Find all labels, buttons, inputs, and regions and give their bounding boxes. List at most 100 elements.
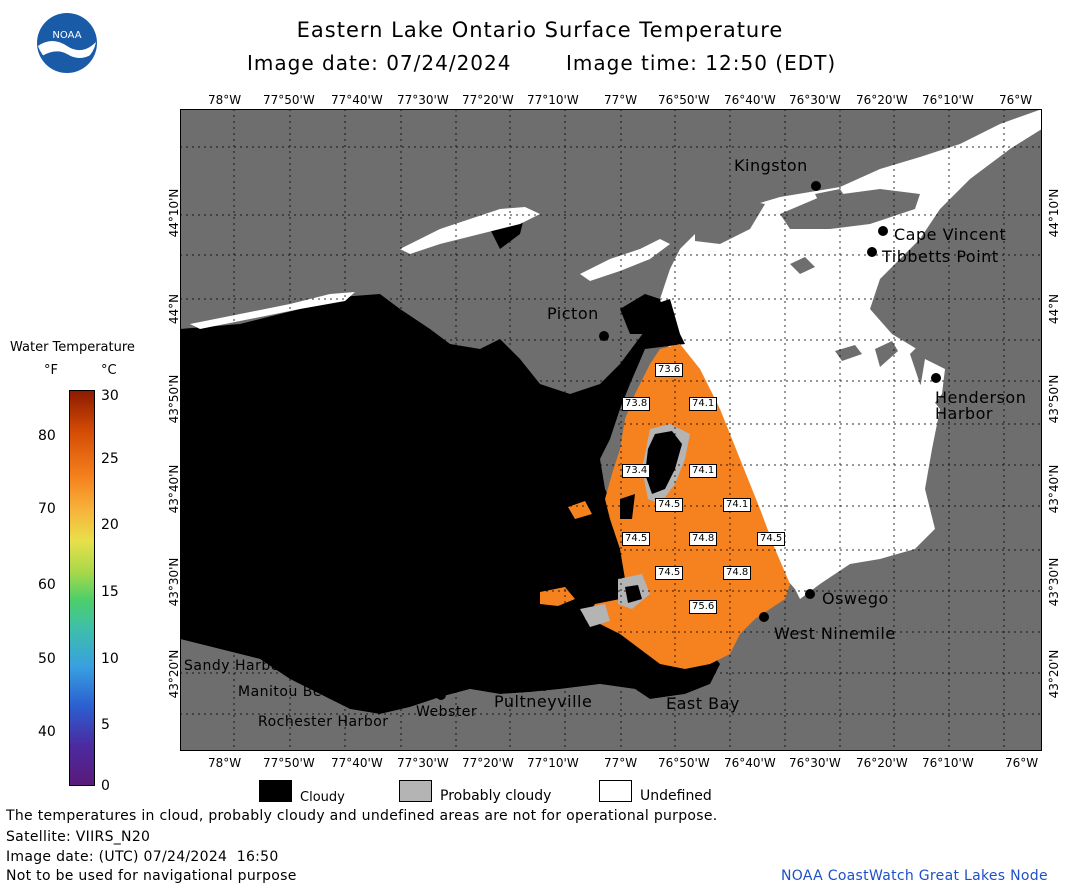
legend-cloudy-swatch	[259, 780, 292, 802]
webster-marker	[436, 690, 446, 700]
island-small-2	[815, 189, 850, 214]
lon-top-label: 77°W	[604, 93, 638, 107]
c-tick: 0	[101, 778, 110, 794]
pultneyville-marker	[539, 681, 549, 691]
lon-top-label: 77°20'W	[462, 93, 514, 107]
place-henderson-1: Henderson	[935, 388, 1027, 407]
east-shore-land	[805, 129, 1042, 604]
temp-label: 74.5	[655, 566, 684, 580]
lat-left-label: 43°40'N	[167, 464, 181, 514]
lon-bottom-label: 77°50'W	[263, 756, 315, 770]
place-picton: Picton	[547, 304, 599, 323]
temp-label: 74.1	[689, 464, 718, 478]
lon-top-label: 78°W	[208, 93, 242, 107]
lon-top-label: 76°20'W	[856, 93, 908, 107]
lon-top-label: 76°40'W	[724, 93, 776, 107]
legend-cloudy-label: Cloudy	[300, 790, 345, 805]
lon-bottom-label: 77°10'W	[527, 756, 579, 770]
place-kingston: Kingston	[734, 156, 808, 175]
place-oswego: Oswego	[822, 589, 889, 608]
lon-bottom-label: 76°W	[1005, 756, 1039, 770]
picton-marker	[599, 331, 609, 341]
manitou-marker	[335, 686, 345, 696]
place-sandy-harbour: Sandy Harbour	[184, 658, 296, 674]
place-rochester-harbor: Rochester Harbor	[258, 714, 389, 730]
footer-credit[interactable]: NOAA CoastWatch Great Lakes Node	[781, 868, 1048, 884]
temp-label: 74.1	[689, 397, 718, 411]
legend-probably-cloudy-swatch	[399, 780, 432, 802]
lon-top-label: 77°10'W	[527, 93, 579, 107]
place-tibbetts-point: Tibbetts Point	[882, 247, 999, 266]
lat-left-label: 43°30'N	[167, 557, 181, 607]
colorbar-gradient	[69, 390, 95, 786]
colorbar-unit-c: °C	[101, 363, 117, 378]
lon-bottom-label: 76°10'W	[922, 756, 974, 770]
lon-bottom-label: 78°W	[208, 756, 242, 770]
place-manitou-beach: Manitou Beach	[238, 684, 349, 700]
footer-utc-date: Image date: (UTC) 07/24/2024 16:50	[6, 849, 279, 865]
lat-right-label: 43°20'N	[1047, 649, 1061, 699]
lon-bottom-label: 76°20'W	[856, 756, 908, 770]
tibbetts-point-marker	[867, 247, 877, 257]
wolfe-island	[780, 189, 920, 229]
temp-label: 74.1	[723, 498, 752, 512]
footer-disclaimer: The temperatures in cloud, probably clou…	[6, 808, 718, 824]
place-west-ninemile: West Ninemile	[774, 624, 896, 643]
legend-undefined-label: Undefined	[640, 788, 712, 804]
footer-satellite: Satellite: VIIRS_N20	[6, 829, 151, 845]
f-tick: 40	[38, 724, 56, 740]
svg-text:NOAA: NOAA	[52, 30, 81, 41]
lon-bottom-label: 76°30'W	[789, 756, 841, 770]
lat-right-label: 43°40'N	[1047, 464, 1061, 514]
lat-left-label: 44°10'N	[167, 188, 181, 238]
page-title: Eastern Lake Ontario Surface Temperature	[296, 18, 784, 42]
lon-bottom-label: 76°50'W	[658, 756, 710, 770]
lat-right-label: 43°30'N	[1047, 557, 1061, 607]
c-tick: 20	[101, 517, 119, 533]
f-tick: 80	[38, 428, 56, 444]
temp-label: 74.5	[655, 498, 684, 512]
south-shore-land	[180, 589, 1042, 751]
rochester-marker	[378, 699, 388, 709]
temp-label: 73.6	[655, 363, 684, 377]
temp-label: 74.8	[689, 532, 718, 546]
c-tick: 25	[101, 451, 119, 467]
f-tick: 60	[38, 577, 56, 593]
lat-right-label: 43°50'N	[1047, 374, 1061, 424]
lon-top-label: 77°30'W	[397, 93, 449, 107]
lat-left-label: 43°50'N	[167, 374, 181, 424]
lat-right-label: 44°10'N	[1047, 188, 1061, 238]
footer-nav-warning: Not to be used for navigational purpose	[6, 868, 297, 884]
f-tick: 50	[38, 651, 56, 667]
image-time: Image time: 12:50 (EDT)	[566, 51, 837, 75]
lon-top-label: 77°50'W	[263, 93, 315, 107]
image-date: Image date: 07/24/2024	[247, 51, 512, 75]
island-small-5	[835, 345, 862, 361]
colorbar-unit-f: °F	[44, 363, 58, 378]
c-tick: 30	[101, 388, 119, 404]
lon-bottom-label: 77°40'W	[331, 756, 383, 770]
place-pultneyville: Pultneyville	[494, 692, 593, 711]
lon-top-label: 76°W	[999, 93, 1033, 107]
place-east-bay: East Bay	[666, 694, 740, 713]
lat-right-label: 44°N	[1047, 293, 1061, 325]
temp-label: 74.5	[622, 532, 651, 546]
lat-left-label: 44°N	[167, 293, 181, 325]
place-henderson-2: Harbor	[935, 404, 993, 423]
legend-probably-cloudy-label: Probably cloudy	[440, 788, 552, 804]
lon-bottom-label: 76°40'W	[724, 756, 776, 770]
lon-top-label: 76°50'W	[658, 93, 710, 107]
lon-bottom-label: 77°30'W	[397, 756, 449, 770]
map-canvas	[180, 109, 1042, 751]
island-small-1	[695, 199, 765, 244]
temp-label: 73.8	[622, 397, 651, 411]
place-webster: Webster	[416, 704, 478, 720]
east-bay-marker	[656, 682, 666, 692]
temp-label: 73.4	[622, 464, 651, 478]
kingston-marker	[811, 181, 821, 191]
oswego-marker	[805, 589, 815, 599]
c-tick: 15	[101, 584, 119, 600]
island-small-7	[790, 257, 815, 274]
henderson-harbor-marker	[931, 373, 941, 383]
lon-top-label: 76°10'W	[922, 93, 974, 107]
